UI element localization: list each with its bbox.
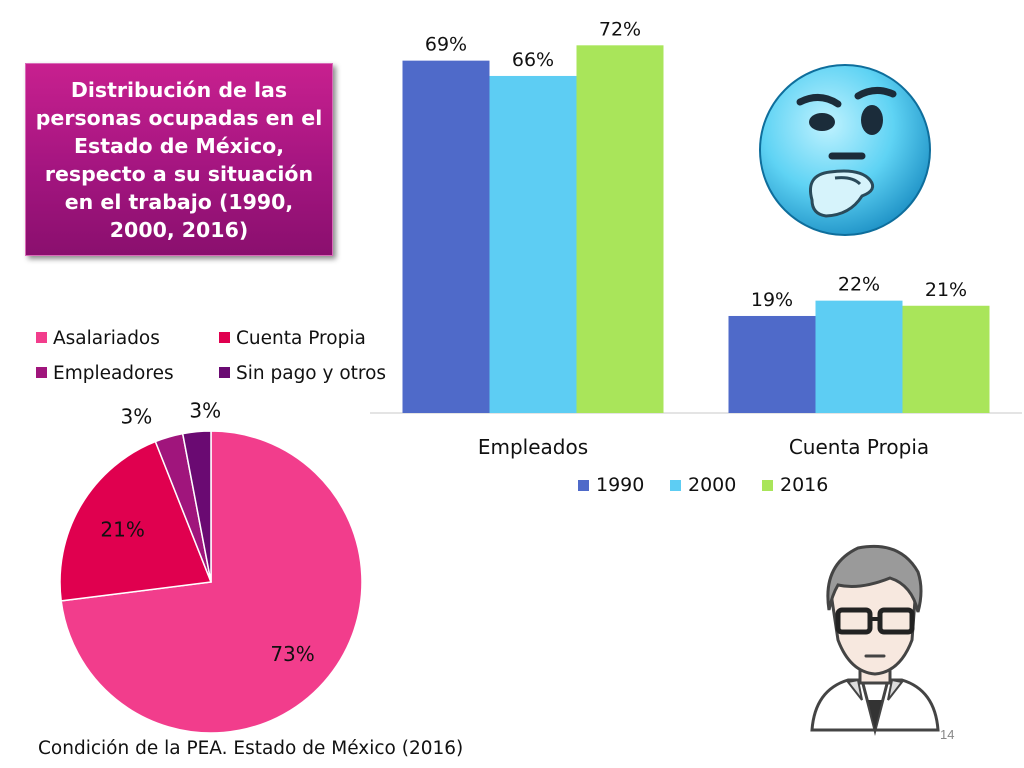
legend-label-2000: 2000: [688, 474, 736, 496]
legend-swatch-2000: [670, 480, 681, 491]
bar-2016-1: [902, 305, 990, 413]
pie-label-1: 21%: [100, 518, 144, 542]
pie-slice-1: [59, 440, 213, 602]
bar-2000-0: [489, 75, 577, 414]
pie-label-0: 73%: [270, 642, 314, 666]
data-label-2016-0: 72%: [599, 18, 641, 40]
data-label-1990-1: 19%: [751, 289, 793, 311]
page-number: 14: [940, 727, 955, 742]
pie-legend-label-2: Empleadores: [53, 363, 174, 384]
legend-label-2016: 2016: [780, 474, 828, 496]
pie-caption: Condición de la PEA. Estado de México (2…: [38, 738, 464, 759]
pie-legend-swatch-2: [36, 367, 47, 378]
data-label-2016-1: 21%: [925, 279, 967, 301]
data-label-2000-0: 66%: [512, 49, 554, 71]
pie-legend-label-3: Sin pago y otros: [236, 363, 386, 384]
pie-legend-label-1: Cuenta Propia: [236, 328, 366, 349]
pie-legend-swatch-0: [36, 332, 47, 343]
slide-title: Distribución de las personas ocupadas en…: [35, 77, 323, 242]
pie-legend-swatch-1: [219, 332, 230, 343]
data-label-1990-0: 69%: [425, 34, 467, 56]
legend-label-1990: 1990: [596, 474, 644, 496]
category-label-1: Cuenta Propia: [789, 435, 929, 459]
legend-swatch-1990: [578, 480, 589, 491]
pie-label-3: 3%: [189, 399, 221, 423]
category-label-0: Empleados: [478, 435, 588, 459]
pie-legend-label-0: Asalariados: [53, 328, 160, 349]
legend-swatch-2016: [762, 480, 773, 491]
data-label-2000-1: 22%: [838, 274, 880, 296]
pie-label-2: 3%: [121, 405, 153, 429]
bar-2016-0: [576, 45, 664, 413]
bar-1990-1: [728, 315, 816, 413]
pie-slice-3: [181, 430, 212, 583]
pie-legend-swatch-3: [219, 367, 230, 378]
slide-title-box: Distribución de las personas ocupadas en…: [25, 63, 333, 256]
bar-1990-0: [402, 60, 490, 413]
bar-2000-1: [815, 300, 903, 413]
